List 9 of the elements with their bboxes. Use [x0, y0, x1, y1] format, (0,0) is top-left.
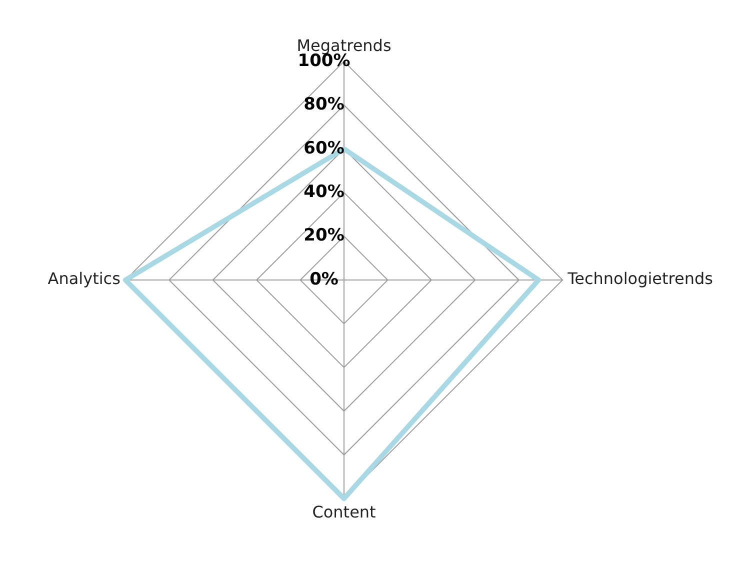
spoke-label: Megatrends [296, 36, 392, 55]
y-tick-label: 40% [304, 182, 344, 202]
spoke-label: Content [312, 502, 376, 522]
y-tick-label: 60% [304, 138, 344, 158]
spoke-label: Technologietrends [566, 269, 713, 288]
y-tick-label: 0% [310, 269, 338, 290]
spoke-label: Analytics [48, 269, 120, 288]
y-tick-label: 20% [304, 226, 344, 246]
y-tick-label: 80% [304, 94, 344, 115]
